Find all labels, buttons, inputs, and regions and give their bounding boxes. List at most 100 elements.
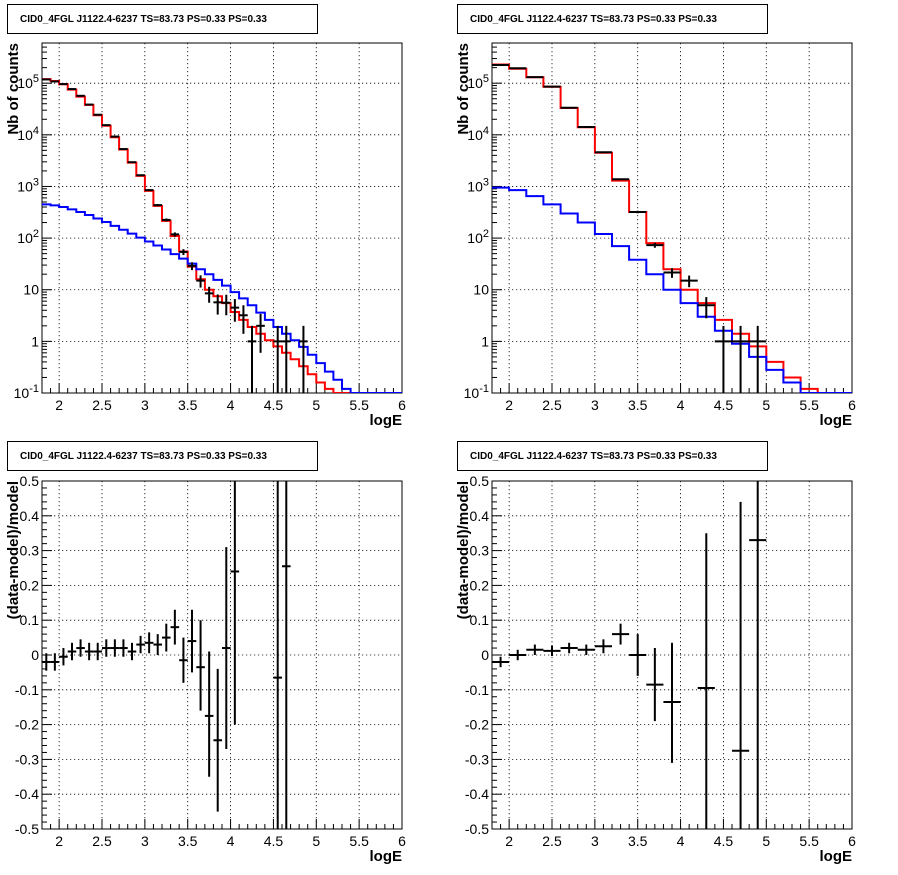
data-point	[144, 632, 154, 654]
y-tick-label: -0.3	[465, 751, 489, 767]
x-tick-label: 4	[677, 397, 685, 413]
data-point	[204, 286, 214, 303]
data-point	[162, 623, 171, 652]
data-point	[102, 639, 111, 657]
data-point	[230, 481, 240, 725]
data-point	[680, 275, 698, 288]
x-tick-label: 5.5	[799, 833, 819, 849]
data-point	[697, 533, 715, 829]
data-point	[179, 637, 188, 683]
y-tick-label: 102	[17, 228, 39, 246]
data-point	[187, 609, 197, 673]
data-points	[42, 78, 308, 393]
panel-2-title: CID0_4FGL J1122.4-6237 TS=83.73 PS=0.33 …	[457, 4, 768, 34]
y-tick-label: 0.4	[20, 508, 40, 524]
x-tick-label: 3.5	[178, 397, 198, 413]
data-point	[492, 656, 510, 668]
plot-content	[42, 481, 291, 829]
data-point	[560, 642, 578, 654]
plot-content	[42, 78, 402, 393]
x-tick-label: 3	[141, 397, 149, 413]
axis-ticks	[41, 42, 403, 394]
x-tick-label: 4.5	[714, 397, 734, 413]
data-point	[187, 262, 197, 271]
y-tick-label: 1	[31, 333, 39, 349]
x-tick-label: 2.5	[92, 833, 112, 849]
x-tick-label: 2.5	[542, 397, 562, 413]
x-tick-label: 5.5	[799, 397, 819, 413]
x-axis-label: logE	[820, 848, 853, 865]
y-tick-label: 105	[467, 73, 489, 91]
x-tick-label: 5.5	[349, 397, 369, 413]
panel-3: 2 2.5 3 3.5 4 4.5 5 5.5 6 -0.5 -0.4 -0.3 -0.2 -0.1 0 0.…	[5, 473, 406, 865]
data-point	[646, 242, 664, 248]
x-tick-label: 5	[762, 397, 770, 413]
x-tick-label: 2	[505, 397, 513, 413]
data-point	[239, 305, 248, 334]
data-point	[42, 653, 51, 671]
panel-4: 2 2.5 3 3.5 4 4.5 5 5.5 6 -0.5 -0.4 -0.3 -0.2 -0.1 0 0.…	[455, 473, 856, 865]
panel-3-title: CID0_4FGL J1122.4-6237 TS=83.73 PS=0.33 …	[7, 441, 318, 471]
y-tick-label: 10-1	[464, 383, 489, 401]
y-tick-label: 0.5	[20, 473, 40, 489]
x-tick-label: 3	[591, 833, 599, 849]
y-tick-label: 0.1	[470, 612, 490, 628]
data-point	[162, 218, 171, 222]
x-tick-label: 2	[55, 833, 63, 849]
data-point	[663, 642, 681, 763]
y-tick-label: 0.5	[470, 473, 490, 489]
grid-lines	[42, 481, 402, 829]
y-tick-label: 0.2	[20, 577, 40, 593]
y-tick-label: 105	[17, 73, 39, 91]
y-tick-label: -0.5	[15, 821, 39, 837]
x-tick-label: 3	[591, 397, 599, 413]
x-axis-label: logE	[370, 412, 403, 429]
y-tick-label: 103	[17, 176, 39, 194]
y-tick-label: 1	[481, 333, 489, 349]
x-tick-label: 4	[677, 833, 685, 849]
data-point	[136, 174, 145, 177]
axis-ticks	[491, 42, 853, 394]
data-points	[42, 481, 291, 829]
y-tick-label: -0.2	[15, 717, 39, 733]
data-point	[714, 325, 732, 393]
y-tick-label: 10	[473, 282, 489, 298]
x-tick-label: 6	[848, 397, 856, 413]
y-tick-label: 103	[467, 176, 489, 194]
data-point	[222, 294, 231, 316]
data-point	[196, 620, 205, 711]
x-tick-label: 4	[227, 397, 235, 413]
data-point	[646, 648, 664, 722]
plot-content	[492, 481, 767, 829]
y-tick-label: 0.2	[470, 577, 490, 593]
x-tick-label: 6	[398, 833, 406, 849]
data-point	[127, 161, 137, 164]
panel-1-title: CID0_4FGL J1122.4-6237 TS=83.73 PS=0.33 …	[7, 4, 318, 34]
y-tick-label: -0.4	[465, 786, 489, 802]
axis-ticks	[41, 480, 403, 830]
data-point	[749, 481, 767, 829]
data-point	[526, 644, 544, 655]
data-point	[577, 644, 595, 655]
data-point	[170, 232, 180, 237]
data-point	[170, 609, 180, 645]
panel-4-title: CID0_4FGL J1122.4-6237 TS=83.73 PS=0.33 …	[457, 441, 768, 471]
y-tick-label: -0.4	[15, 786, 39, 802]
plot-area	[492, 43, 852, 393]
x-tick-label: 2.5	[92, 397, 112, 413]
y-tick-label: 0.4	[470, 508, 490, 524]
data-point	[204, 651, 214, 777]
data-point	[213, 668, 222, 812]
data-point	[543, 645, 561, 657]
data-point	[732, 325, 750, 393]
y-tick-label: -0.2	[465, 717, 489, 733]
data-point	[127, 642, 137, 661]
data-point	[273, 325, 282, 393]
grid-lines	[42, 43, 402, 393]
y-tick-label: -0.1	[15, 682, 39, 698]
data-point	[153, 634, 162, 655]
y-axis-label: (data-model)/model	[5, 481, 22, 619]
x-tick-label: 5	[312, 397, 320, 413]
data-point	[282, 481, 291, 829]
panel-2: 2 2.5 3 3.5 4 4.5 5 5.5 6 10-1 1 10 102 103 104 105 logE…	[455, 42, 856, 429]
